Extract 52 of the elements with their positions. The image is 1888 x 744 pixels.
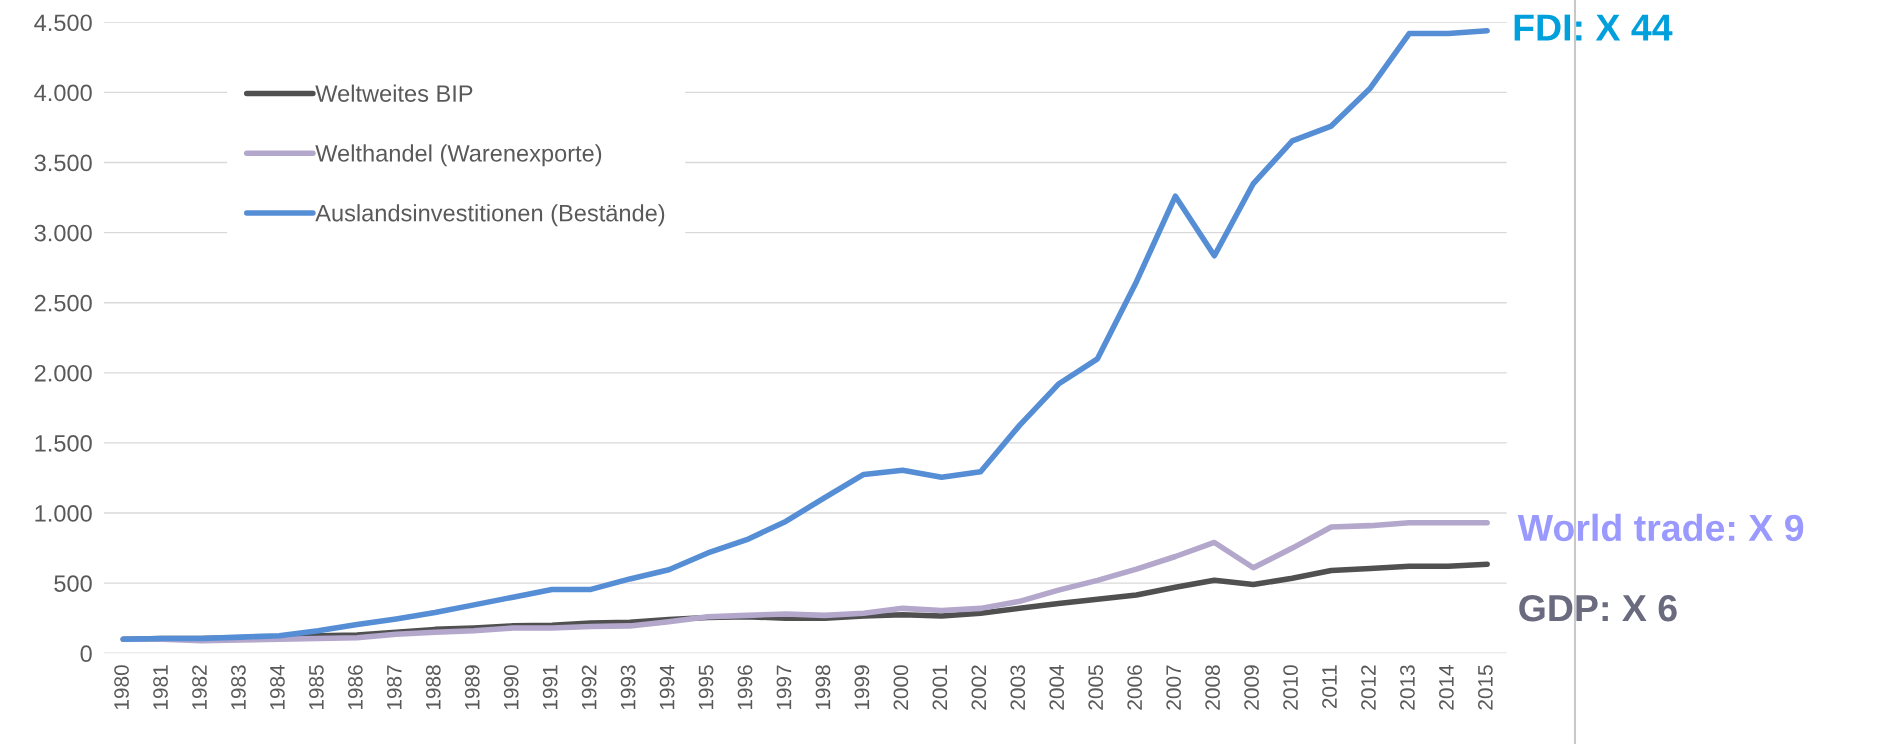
x-tick-label: 1980 bbox=[114, 665, 129, 710]
x-tick-label: 1989 bbox=[464, 665, 480, 710]
x-tick-label: 1993 bbox=[620, 665, 636, 710]
x-tick-label: 2012 bbox=[1361, 665, 1376, 710]
x-tick-label: 1988 bbox=[425, 665, 441, 710]
y-tick-label: 0 bbox=[80, 645, 92, 663]
y-tick-label: 1.500 bbox=[35, 435, 92, 452]
y-tick-label: 4.000 bbox=[34, 84, 92, 102]
x-tick-label: 2000 bbox=[893, 665, 909, 710]
x-tick-label: 2010 bbox=[1283, 665, 1298, 710]
legend-label: Weltweites BIP bbox=[315, 84, 473, 102]
x-tick-label: 1997 bbox=[776, 665, 792, 710]
x-tick-label: 2006 bbox=[1127, 665, 1143, 710]
annotation: FDI: X 44 bbox=[1514, 14, 1673, 41]
x-tick-label: 1998 bbox=[815, 665, 831, 710]
x-tick-label: 2007 bbox=[1166, 665, 1181, 710]
x-tick-label: 1994 bbox=[659, 664, 675, 710]
x-tick-label: 2015 bbox=[1477, 665, 1493, 710]
x-tick-label: 2001 bbox=[932, 665, 948, 710]
x-tick-label: 1987 bbox=[386, 665, 402, 710]
x-tick-label: 1981 bbox=[153, 665, 168, 710]
y-tick-label: 500 bbox=[54, 575, 92, 592]
y-tick-label: 4.500 bbox=[34, 14, 92, 32]
x-tick-label: 2008 bbox=[1205, 665, 1220, 710]
x-tick-label: 1984 bbox=[270, 664, 285, 710]
x-tick-label: 1991 bbox=[542, 665, 558, 710]
x-tick-label: 2009 bbox=[1244, 665, 1259, 710]
x-tick-label: 1995 bbox=[698, 665, 714, 710]
annotation: GDP: X 6 bbox=[1519, 594, 1677, 622]
legend-label: Auslandsinvestitionen (Bestände) bbox=[315, 204, 665, 227]
x-tick-label: 1982 bbox=[192, 665, 207, 710]
x-tick-label: 2014 bbox=[1439, 664, 1454, 710]
legend-label: Welthandel (Warenexporte) bbox=[315, 144, 602, 167]
x-tick-label: 1992 bbox=[581, 665, 597, 710]
annotation: World trade: X 9 bbox=[1517, 513, 1804, 542]
x-tick-label: 1996 bbox=[737, 665, 753, 710]
x-tick-label: 2005 bbox=[1088, 665, 1104, 710]
x-tick-label: 1983 bbox=[231, 665, 246, 710]
x-tick-label: 2004 bbox=[1049, 664, 1065, 710]
x-tick-label: 1999 bbox=[854, 665, 870, 710]
x-tick-label: 1990 bbox=[503, 665, 519, 710]
x-tick-label: 2013 bbox=[1400, 665, 1415, 710]
y-tick-label: 2.000 bbox=[34, 364, 92, 382]
y-tick-label: 1.000 bbox=[35, 505, 92, 522]
x-tick-label: 2003 bbox=[1010, 665, 1026, 710]
y-tick-label: 3.500 bbox=[34, 154, 92, 172]
x-tick-label: 1986 bbox=[347, 665, 363, 710]
y-tick-label: 3.000 bbox=[34, 224, 92, 242]
x-tick-label: 2002 bbox=[971, 665, 987, 710]
x-tick-label: 2011 bbox=[1322, 665, 1337, 709]
x-tick-label: 1985 bbox=[308, 665, 324, 710]
y-tick-label: 2.500 bbox=[34, 294, 92, 312]
